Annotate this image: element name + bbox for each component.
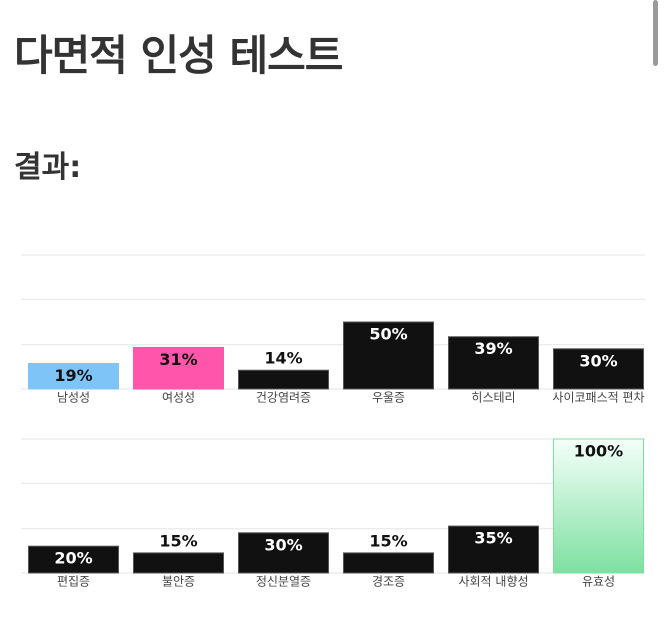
bar <box>28 545 119 574</box>
category-label: 경조증 <box>372 575 405 589</box>
value-label: 15% <box>159 531 197 550</box>
value-label: 14% <box>264 349 302 368</box>
category-label: 건강염려증 <box>256 391 311 405</box>
bar <box>343 321 434 390</box>
category-label: 히스테리 <box>471 391 515 405</box>
bar <box>448 336 539 390</box>
category-label: 우울증 <box>372 391 405 405</box>
bar <box>28 363 119 390</box>
value-label: 39% <box>474 339 512 358</box>
category-label: 편집증 <box>57 575 90 589</box>
value-label: 30% <box>579 351 617 370</box>
value-label: 50% <box>369 325 407 344</box>
value-label: 100% <box>574 442 623 461</box>
category-label: 남성성 <box>57 391 90 405</box>
category-label: 유효성 <box>582 575 615 589</box>
category-label: 불안증 <box>162 575 195 589</box>
value-label: 15% <box>369 531 407 550</box>
value-label: 31% <box>159 350 197 369</box>
value-label: 19% <box>54 366 92 385</box>
value-label: 35% <box>474 529 512 548</box>
bar <box>343 552 434 574</box>
value-label: 20% <box>54 549 92 568</box>
bar <box>448 525 539 574</box>
value-label: 30% <box>264 535 302 554</box>
bar <box>238 369 329 390</box>
category-label: 여성성 <box>162 391 195 405</box>
bar <box>238 532 329 574</box>
category-label: 사이코패스적 편차 <box>552 391 644 405</box>
bar <box>553 438 644 574</box>
bar <box>133 346 224 390</box>
scrollbar[interactable] <box>653 0 658 66</box>
result-heading: 결과: <box>14 150 82 185</box>
page-title: 다면적 인성 테스트 <box>14 31 343 80</box>
bar <box>133 552 224 574</box>
bar <box>553 348 644 390</box>
category-label: 정신분열증 <box>256 575 311 589</box>
category-label: 사회적 내향성 <box>458 575 528 589</box>
